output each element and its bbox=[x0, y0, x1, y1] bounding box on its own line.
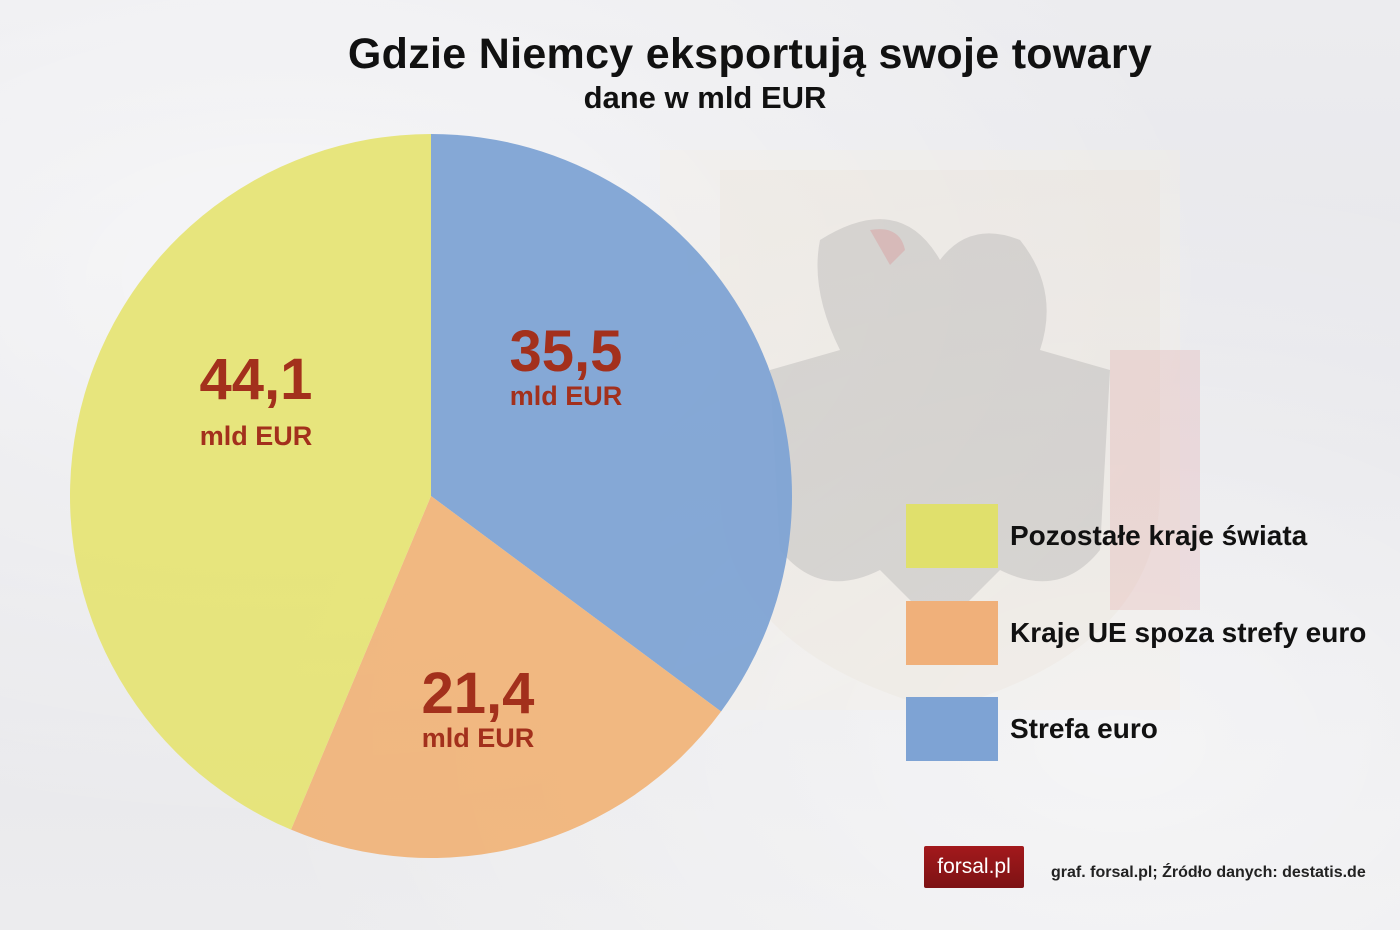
slice-unit: mld EUR bbox=[199, 421, 313, 451]
slice-label-pozostale: 44,1 mld EUR bbox=[176, 347, 336, 451]
forsal-logo: forsal.pl bbox=[924, 846, 1024, 888]
chart-subtitle: dane w mld EUR bbox=[583, 80, 827, 115]
pie-chart bbox=[70, 134, 792, 858]
slice-unit: mld EUR bbox=[509, 381, 623, 411]
slice-label-kraje-ue: 21,4 mld EUR bbox=[398, 661, 558, 753]
legend-label: Pozostałe kraje świata bbox=[1010, 520, 1308, 551]
slice-value: 35,5 bbox=[509, 319, 623, 384]
chart-title: Gdzie Niemcy eksportują swoje towary bbox=[347, 30, 1153, 78]
legend-swatch bbox=[906, 504, 998, 568]
pie-slice-0 bbox=[431, 134, 792, 712]
slice-label-strefa-euro: 35,5 mld EUR bbox=[486, 319, 646, 411]
slice-value: 44,1 bbox=[199, 347, 313, 412]
legend-item-strefa-euro: Strefa euro bbox=[906, 697, 1158, 761]
slice-unit: mld EUR bbox=[421, 723, 535, 753]
legend-label: Kraje UE spoza strefy euro bbox=[1010, 617, 1367, 648]
german-eagle-watermark-icon bbox=[660, 150, 1200, 710]
legend-swatch bbox=[906, 697, 998, 761]
legend-item-kraje-ue: Kraje UE spoza strefy euro bbox=[906, 601, 1366, 665]
legend-item-pozostale: Pozostałe kraje świata bbox=[906, 504, 1307, 568]
slice-value: 21,4 bbox=[421, 661, 535, 726]
source-note: graf. forsal.pl; Źródło danych: destatis… bbox=[1051, 864, 1366, 881]
legend-label: Strefa euro bbox=[1010, 713, 1158, 744]
pie-slices bbox=[70, 134, 792, 858]
legend-swatch bbox=[906, 601, 998, 665]
pie-slice-2 bbox=[70, 134, 431, 830]
pie-slice-1 bbox=[291, 496, 722, 858]
